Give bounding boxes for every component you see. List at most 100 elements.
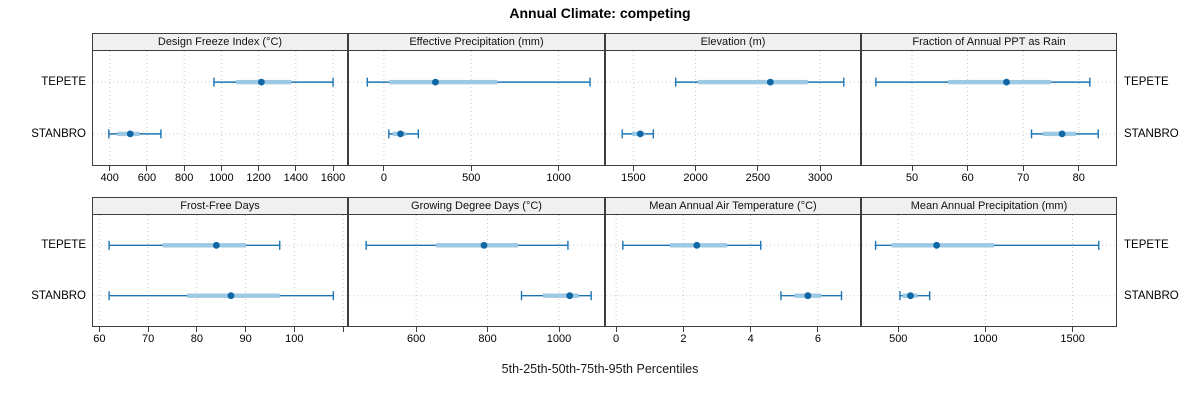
strip-title: Frost-Free Days xyxy=(180,200,260,212)
strip-title: Mean Annual Air Temperature (°C) xyxy=(649,200,817,212)
tick-mark xyxy=(332,166,334,171)
tick-label: 2500 xyxy=(745,172,771,184)
tick-mark xyxy=(109,166,111,171)
tick-label: 1000 xyxy=(209,172,234,184)
whisker-tepete xyxy=(366,77,591,87)
tick-label: 1000 xyxy=(973,333,998,345)
row-label-left-stanbro: STANBRO xyxy=(31,290,86,302)
tick-label: 2 xyxy=(680,333,687,345)
whisker-tepete xyxy=(622,240,762,250)
panel-plot-effective-precipitation-mm xyxy=(349,51,604,165)
tick-label: 2000 xyxy=(683,172,708,184)
strip-design-freeze-index-c: Design Freeze Index (°C) xyxy=(92,33,348,51)
tick-mark xyxy=(147,327,149,332)
tick-label: 500 xyxy=(889,333,908,345)
panel-plot-growing-degree-days-c xyxy=(349,215,604,326)
tick-label: 0 xyxy=(380,172,387,184)
tick-mark xyxy=(750,327,752,332)
tick-label: 70 xyxy=(141,333,155,345)
tick-mark xyxy=(1072,327,1074,332)
panel-plot-fraction-of-annual-ppt-as-rain xyxy=(862,51,1116,165)
tick-mark xyxy=(383,166,385,171)
whisker-tepete xyxy=(874,240,1100,250)
x-axis-frost-free-days: 60 70 80 90 100 xyxy=(93,327,347,349)
strip-frost-free-days: Frost-Free Days xyxy=(92,197,348,215)
row-label-right-stanbro: STANBRO xyxy=(1124,128,1179,140)
tick-label: 800 xyxy=(174,172,194,184)
tick-mark xyxy=(897,327,899,332)
tick-label: 6 xyxy=(814,333,821,345)
tick-mark xyxy=(757,166,759,171)
panel-plot-frost-free-days xyxy=(93,215,347,326)
row-label-left-tepete: TEPETE xyxy=(41,239,86,251)
row-label-right-tepete: TEPETE xyxy=(1124,76,1169,88)
tick-label: 3000 xyxy=(807,172,833,184)
tick-label: 90 xyxy=(239,333,252,345)
panel-growing-degree-days-c xyxy=(348,215,605,327)
tick-mark xyxy=(695,166,697,171)
tick-label: 1200 xyxy=(246,172,271,184)
tick-mark xyxy=(342,327,344,332)
tick-label: 1000 xyxy=(546,172,571,184)
row-label-left-stanbro: STANBRO xyxy=(31,128,86,140)
tick-mark xyxy=(258,166,260,171)
x-axis-mean-annual-precipitation-mm: 500 1000 1500 xyxy=(862,327,1116,349)
tick-mark xyxy=(293,327,295,332)
x-axis-growing-degree-days-c: 600 800 1000 xyxy=(349,327,604,349)
tick-mark xyxy=(98,327,100,332)
strip-mean-annual-precipitation-mm: Mean Annual Precipitation (mm) xyxy=(861,197,1117,215)
tick-mark xyxy=(632,166,634,171)
tick-mark xyxy=(558,166,560,171)
tick-mark xyxy=(146,166,148,171)
strip-fraction-of-annual-ppt-as-rain: Fraction of Annual PPT as Rain xyxy=(861,33,1117,51)
strip-mean-annual-air-temperature-c: Mean Annual Air Temperature (°C) xyxy=(605,197,861,215)
strip-title: Mean Annual Precipitation (mm) xyxy=(910,200,1068,212)
tick-mark xyxy=(196,327,198,332)
tick-label: 1600 xyxy=(320,172,346,184)
x-axis-mean-annual-air-temperature-c: 0 2 4 6 xyxy=(606,327,860,349)
tick-label: 1400 xyxy=(283,172,309,184)
whisker-tepete xyxy=(365,240,569,250)
panel-plot-mean-annual-precipitation-mm xyxy=(862,215,1116,326)
whisker-tepete xyxy=(875,77,1091,87)
x-axis-elevation-m: 1500 2000 2500 3000 xyxy=(606,166,860,188)
panel-plot-design-freeze-index-c xyxy=(93,51,347,165)
panel-plot-mean-annual-air-temperature-c xyxy=(606,215,860,326)
panel-plot-elevation-m xyxy=(606,51,860,165)
tick-mark xyxy=(967,166,969,171)
whisker-stanbro xyxy=(108,129,162,139)
strip-title: Effective Precipitation (mm) xyxy=(409,36,544,48)
tick-mark xyxy=(558,327,560,332)
tick-label: 70 xyxy=(1017,172,1030,184)
panel-fraction-of-annual-ppt-as-rain xyxy=(861,51,1117,166)
row-label-right-tepete: TEPETE xyxy=(1124,239,1169,251)
tick-mark xyxy=(295,166,297,171)
tick-label: 80 xyxy=(1072,172,1085,184)
strip-title: Fraction of Annual PPT as Rain xyxy=(912,36,1066,48)
tick-label: 1500 xyxy=(621,172,646,184)
tick-label: 60 xyxy=(93,333,106,345)
tick-mark xyxy=(682,327,684,332)
panel-elevation-m xyxy=(605,51,861,166)
whisker-tepete xyxy=(675,77,845,87)
whisker-stanbro xyxy=(108,291,335,301)
x-axis-design-freeze-index-c: 400 600 800 1000 1200 1400 1600 xyxy=(93,166,347,188)
tick-label: 1500 xyxy=(1060,333,1085,345)
whisker-stanbro xyxy=(780,291,843,301)
x-axis-caption: 5th-25th-50th-75th-95th Percentiles xyxy=(501,362,699,376)
tick-mark xyxy=(984,327,986,332)
tick-mark xyxy=(183,166,185,171)
whisker-stanbro xyxy=(520,291,592,301)
tick-mark xyxy=(415,327,417,332)
strip-effective-precipitation-mm: Effective Precipitation (mm) xyxy=(348,33,605,51)
strip-growing-degree-days-c: Growing Degree Days (°C) xyxy=(348,197,605,215)
whisker-stanbro xyxy=(1030,129,1099,139)
tick-mark xyxy=(470,166,472,171)
tick-label: 600 xyxy=(137,172,157,184)
x-axis-effective-precipitation-mm: 0 500 1000 xyxy=(349,166,604,188)
panel-mean-annual-air-temperature-c xyxy=(605,215,861,327)
whisker-tepete xyxy=(108,240,281,250)
tick-mark xyxy=(1022,166,1024,171)
whisker-stanbro xyxy=(621,129,655,139)
strip-title: Elevation (m) xyxy=(700,36,766,48)
